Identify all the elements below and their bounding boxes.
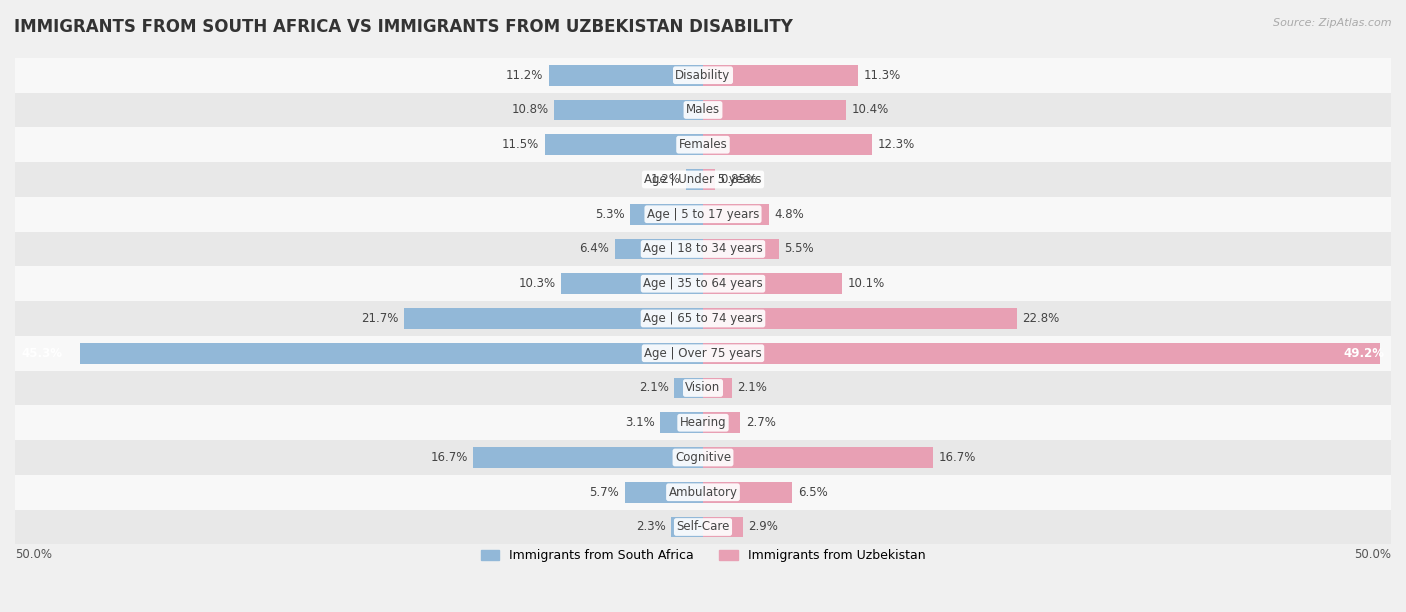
Text: 4.8%: 4.8% — [775, 207, 804, 221]
Text: 3.1%: 3.1% — [626, 416, 655, 429]
Bar — [15, 510, 1391, 545]
Text: 5.3%: 5.3% — [595, 207, 624, 221]
Bar — [15, 231, 1391, 266]
Bar — [15, 336, 1391, 371]
Bar — [15, 92, 1391, 127]
Bar — [80, 343, 703, 364]
Bar — [703, 100, 846, 121]
Text: 0.85%: 0.85% — [720, 173, 758, 186]
Bar — [614, 239, 703, 259]
Text: 11.5%: 11.5% — [502, 138, 540, 151]
Bar — [673, 378, 703, 398]
Text: 50.0%: 50.0% — [1354, 548, 1391, 561]
Text: 2.1%: 2.1% — [638, 381, 669, 395]
Text: Age | 18 to 34 years: Age | 18 to 34 years — [643, 242, 763, 255]
Bar — [15, 301, 1391, 336]
Bar — [703, 378, 733, 398]
Text: 21.7%: 21.7% — [361, 312, 399, 325]
Text: 10.8%: 10.8% — [512, 103, 548, 116]
Text: 2.9%: 2.9% — [748, 520, 779, 534]
Bar — [703, 204, 769, 225]
Bar — [544, 134, 703, 155]
Bar — [15, 475, 1391, 510]
Text: 50.0%: 50.0% — [15, 548, 52, 561]
Legend: Immigrants from South Africa, Immigrants from Uzbekistan: Immigrants from South Africa, Immigrants… — [475, 544, 931, 567]
Text: Age | 5 to 17 years: Age | 5 to 17 years — [647, 207, 759, 221]
Bar — [703, 482, 793, 502]
Bar — [703, 134, 872, 155]
Bar — [703, 343, 1381, 364]
Text: Males: Males — [686, 103, 720, 116]
Bar — [703, 308, 1017, 329]
Text: Hearing: Hearing — [679, 416, 727, 429]
Bar — [405, 308, 703, 329]
Bar — [661, 412, 703, 433]
Text: 11.2%: 11.2% — [506, 69, 543, 82]
Text: 2.1%: 2.1% — [737, 381, 768, 395]
Text: Self-Care: Self-Care — [676, 520, 730, 534]
Bar — [624, 482, 703, 502]
Text: 2.7%: 2.7% — [745, 416, 776, 429]
Text: Ambulatory: Ambulatory — [668, 486, 738, 499]
Text: 22.8%: 22.8% — [1022, 312, 1060, 325]
Text: 5.5%: 5.5% — [785, 242, 814, 255]
Text: Age | Over 75 years: Age | Over 75 years — [644, 347, 762, 360]
Bar — [561, 274, 703, 294]
Text: 6.5%: 6.5% — [799, 486, 828, 499]
Text: 6.4%: 6.4% — [579, 242, 609, 255]
Text: 10.4%: 10.4% — [852, 103, 889, 116]
Text: Age | 65 to 74 years: Age | 65 to 74 years — [643, 312, 763, 325]
Bar — [671, 517, 703, 537]
Text: 49.2%: 49.2% — [1343, 347, 1384, 360]
Bar — [703, 517, 742, 537]
Text: Source: ZipAtlas.com: Source: ZipAtlas.com — [1274, 18, 1392, 28]
Text: 1.2%: 1.2% — [651, 173, 681, 186]
Text: 2.3%: 2.3% — [636, 520, 666, 534]
Bar — [15, 58, 1391, 92]
Text: Disability: Disability — [675, 69, 731, 82]
Text: 11.3%: 11.3% — [865, 69, 901, 82]
Text: 45.3%: 45.3% — [22, 347, 63, 360]
Bar — [703, 169, 714, 190]
Bar — [554, 100, 703, 121]
Bar — [15, 266, 1391, 301]
Text: Age | 35 to 64 years: Age | 35 to 64 years — [643, 277, 763, 290]
Bar — [703, 239, 779, 259]
Text: 16.7%: 16.7% — [938, 451, 976, 464]
Text: 10.1%: 10.1% — [848, 277, 884, 290]
Bar — [15, 405, 1391, 440]
Bar — [15, 162, 1391, 197]
Bar — [15, 197, 1391, 231]
Text: 12.3%: 12.3% — [877, 138, 915, 151]
Text: 16.7%: 16.7% — [430, 451, 468, 464]
Bar — [703, 412, 740, 433]
Bar — [703, 447, 932, 468]
Text: Females: Females — [679, 138, 727, 151]
Text: 10.3%: 10.3% — [519, 277, 555, 290]
Bar — [15, 440, 1391, 475]
Bar — [15, 127, 1391, 162]
Bar — [548, 65, 703, 86]
Bar — [15, 371, 1391, 405]
Text: Cognitive: Cognitive — [675, 451, 731, 464]
Text: IMMIGRANTS FROM SOUTH AFRICA VS IMMIGRANTS FROM UZBEKISTAN DISABILITY: IMMIGRANTS FROM SOUTH AFRICA VS IMMIGRAN… — [14, 18, 793, 36]
Bar — [703, 65, 859, 86]
Text: Age | Under 5 years: Age | Under 5 years — [644, 173, 762, 186]
Text: 5.7%: 5.7% — [589, 486, 619, 499]
Bar — [703, 274, 842, 294]
Text: Vision: Vision — [685, 381, 721, 395]
Bar — [630, 204, 703, 225]
Bar — [474, 447, 703, 468]
Bar — [686, 169, 703, 190]
